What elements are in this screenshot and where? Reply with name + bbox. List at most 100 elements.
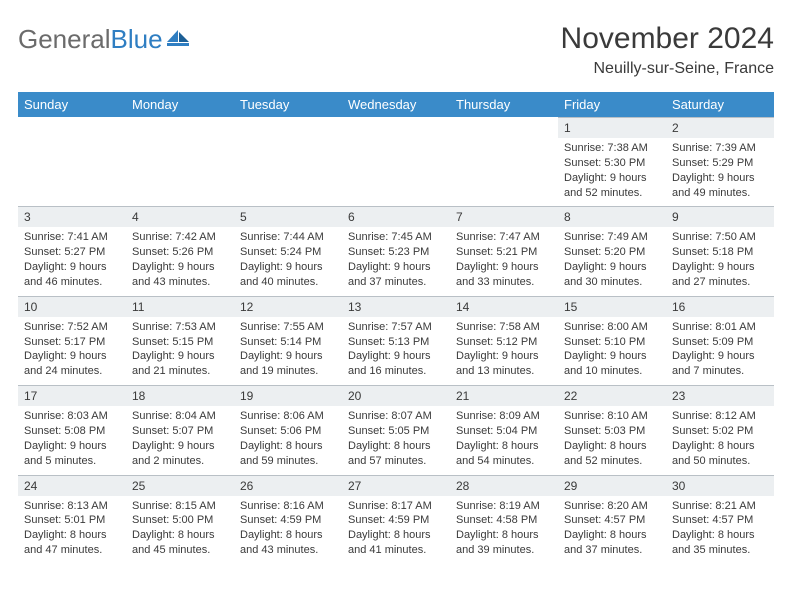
day-number: 27 [342, 475, 450, 496]
week-row: ..........1Sunrise: 7:38 AMSunset: 5:30 … [18, 117, 774, 206]
header: GeneralBlue November 2024 Neuilly-sur-Se… [18, 22, 774, 78]
daylight-text-1: Daylight: 9 hours [132, 439, 228, 454]
day-number: 29 [558, 475, 666, 496]
day-number: 12 [234, 296, 342, 317]
daylight-text-2: and 40 minutes. [240, 275, 336, 290]
daylight-text-2: and 45 minutes. [132, 543, 228, 558]
sunrise-text: Sunrise: 8:21 AM [672, 499, 768, 514]
logo: GeneralBlue [18, 22, 189, 52]
daylight-text-1: Daylight: 8 hours [24, 528, 120, 543]
daylight-text-1: Daylight: 9 hours [24, 439, 120, 454]
daylight-text-1: Daylight: 8 hours [672, 439, 768, 454]
sunrise-text: Sunrise: 7:58 AM [456, 320, 552, 335]
sunset-text: Sunset: 5:18 PM [672, 245, 768, 260]
daylight-text-2: and 21 minutes. [132, 364, 228, 379]
day-data: Sunrise: 8:03 AMSunset: 5:08 PMDaylight:… [18, 406, 126, 474]
day-data: Sunrise: 8:15 AMSunset: 5:00 PMDaylight:… [126, 496, 234, 564]
dow-tue: Tuesday [234, 92, 342, 117]
day-data: Sunrise: 7:53 AMSunset: 5:15 PMDaylight:… [126, 317, 234, 385]
sunset-text: Sunset: 4:59 PM [348, 513, 444, 528]
sunrise-text: Sunrise: 8:01 AM [672, 320, 768, 335]
day-number: 2 [666, 117, 774, 138]
daylight-text-2: and 30 minutes. [564, 275, 660, 290]
daylight-text-1: Daylight: 9 hours [132, 260, 228, 275]
daylight-text-2: and 35 minutes. [672, 543, 768, 558]
sunset-text: Sunset: 5:21 PM [456, 245, 552, 260]
daylight-text-1: Daylight: 8 hours [348, 528, 444, 543]
day-cell: 30Sunrise: 8:21 AMSunset: 4:57 PMDayligh… [666, 475, 774, 564]
sunrise-text: Sunrise: 7:38 AM [564, 141, 660, 156]
sunrise-text: Sunrise: 7:49 AM [564, 230, 660, 245]
daylight-text-1: Daylight: 9 hours [24, 260, 120, 275]
day-number: 26 [234, 475, 342, 496]
day-data: Sunrise: 7:47 AMSunset: 5:21 PMDaylight:… [450, 227, 558, 295]
daylight-text-2: and 52 minutes. [564, 454, 660, 469]
sail-icon [167, 30, 189, 48]
daylight-text-2: and 13 minutes. [456, 364, 552, 379]
day-cell: 26Sunrise: 8:16 AMSunset: 4:59 PMDayligh… [234, 475, 342, 564]
day-number: 16 [666, 296, 774, 317]
day-cell: 22Sunrise: 8:10 AMSunset: 5:03 PMDayligh… [558, 385, 666, 474]
sunrise-text: Sunrise: 7:47 AM [456, 230, 552, 245]
daylight-text-2: and 33 minutes. [456, 275, 552, 290]
daylight-text-2: and 39 minutes. [456, 543, 552, 558]
sunset-text: Sunset: 5:08 PM [24, 424, 120, 439]
week-row: 10Sunrise: 7:52 AMSunset: 5:17 PMDayligh… [18, 296, 774, 385]
day-cell: 23Sunrise: 8:12 AMSunset: 5:02 PMDayligh… [666, 385, 774, 474]
daylight-text-2: and 52 minutes. [564, 186, 660, 201]
day-number: 6 [342, 206, 450, 227]
sunrise-text: Sunrise: 7:53 AM [132, 320, 228, 335]
day-data: Sunrise: 7:41 AMSunset: 5:27 PMDaylight:… [18, 227, 126, 295]
dow-row: Sunday Monday Tuesday Wednesday Thursday… [18, 92, 774, 117]
daylight-text-1: Daylight: 8 hours [348, 439, 444, 454]
week-row: 17Sunrise: 8:03 AMSunset: 5:08 PMDayligh… [18, 385, 774, 474]
day-data: Sunrise: 8:04 AMSunset: 5:07 PMDaylight:… [126, 406, 234, 474]
day-data: Sunrise: 8:17 AMSunset: 4:59 PMDaylight:… [342, 496, 450, 564]
day-cell: .. [18, 117, 126, 206]
sunset-text: Sunset: 4:57 PM [564, 513, 660, 528]
daylight-text-1: Daylight: 8 hours [456, 528, 552, 543]
day-number: 30 [666, 475, 774, 496]
sunrise-text: Sunrise: 7:50 AM [672, 230, 768, 245]
day-data: Sunrise: 8:20 AMSunset: 4:57 PMDaylight:… [558, 496, 666, 564]
day-cell: 9Sunrise: 7:50 AMSunset: 5:18 PMDaylight… [666, 206, 774, 295]
day-number: 19 [234, 385, 342, 406]
day-cell: 29Sunrise: 8:20 AMSunset: 4:57 PMDayligh… [558, 475, 666, 564]
daylight-text-2: and 54 minutes. [456, 454, 552, 469]
calendar-table: Sunday Monday Tuesday Wednesday Thursday… [18, 92, 774, 564]
day-number: 28 [450, 475, 558, 496]
calendar-page: GeneralBlue November 2024 Neuilly-sur-Se… [0, 0, 792, 564]
day-cell: .. [450, 117, 558, 206]
day-data: Sunrise: 7:49 AMSunset: 5:20 PMDaylight:… [558, 227, 666, 295]
daylight-text-2: and 24 minutes. [24, 364, 120, 379]
daylight-text-2: and 37 minutes. [348, 275, 444, 290]
day-data: Sunrise: 7:58 AMSunset: 5:12 PMDaylight:… [450, 317, 558, 385]
daylight-text-1: Daylight: 9 hours [24, 349, 120, 364]
day-data: Sunrise: 8:19 AMSunset: 4:58 PMDaylight:… [450, 496, 558, 564]
sunset-text: Sunset: 4:57 PM [672, 513, 768, 528]
day-number: 3 [18, 206, 126, 227]
day-data: Sunrise: 7:44 AMSunset: 5:24 PMDaylight:… [234, 227, 342, 295]
daylight-text-1: Daylight: 8 hours [564, 528, 660, 543]
sunset-text: Sunset: 5:23 PM [348, 245, 444, 260]
day-number: 8 [558, 206, 666, 227]
day-cell: 4Sunrise: 7:42 AMSunset: 5:26 PMDaylight… [126, 206, 234, 295]
sunset-text: Sunset: 5:12 PM [456, 335, 552, 350]
daylight-text-1: Daylight: 9 hours [348, 260, 444, 275]
day-number: 11 [126, 296, 234, 317]
sunset-text: Sunset: 5:09 PM [672, 335, 768, 350]
day-cell: 8Sunrise: 7:49 AMSunset: 5:20 PMDaylight… [558, 206, 666, 295]
daylight-text-2: and 16 minutes. [348, 364, 444, 379]
day-cell: .. [126, 117, 234, 206]
daylight-text-2: and 50 minutes. [672, 454, 768, 469]
day-data: Sunrise: 8:00 AMSunset: 5:10 PMDaylight:… [558, 317, 666, 385]
daylight-text-1: Daylight: 9 hours [456, 260, 552, 275]
daylight-text-2: and 10 minutes. [564, 364, 660, 379]
daylight-text-1: Daylight: 8 hours [240, 528, 336, 543]
sunset-text: Sunset: 5:17 PM [24, 335, 120, 350]
sunset-text: Sunset: 5:26 PM [132, 245, 228, 260]
sunset-text: Sunset: 5:04 PM [456, 424, 552, 439]
day-data: Sunrise: 8:07 AMSunset: 5:05 PMDaylight:… [342, 406, 450, 474]
sunset-text: Sunset: 5:14 PM [240, 335, 336, 350]
title-block: November 2024 Neuilly-sur-Seine, France [561, 22, 774, 78]
